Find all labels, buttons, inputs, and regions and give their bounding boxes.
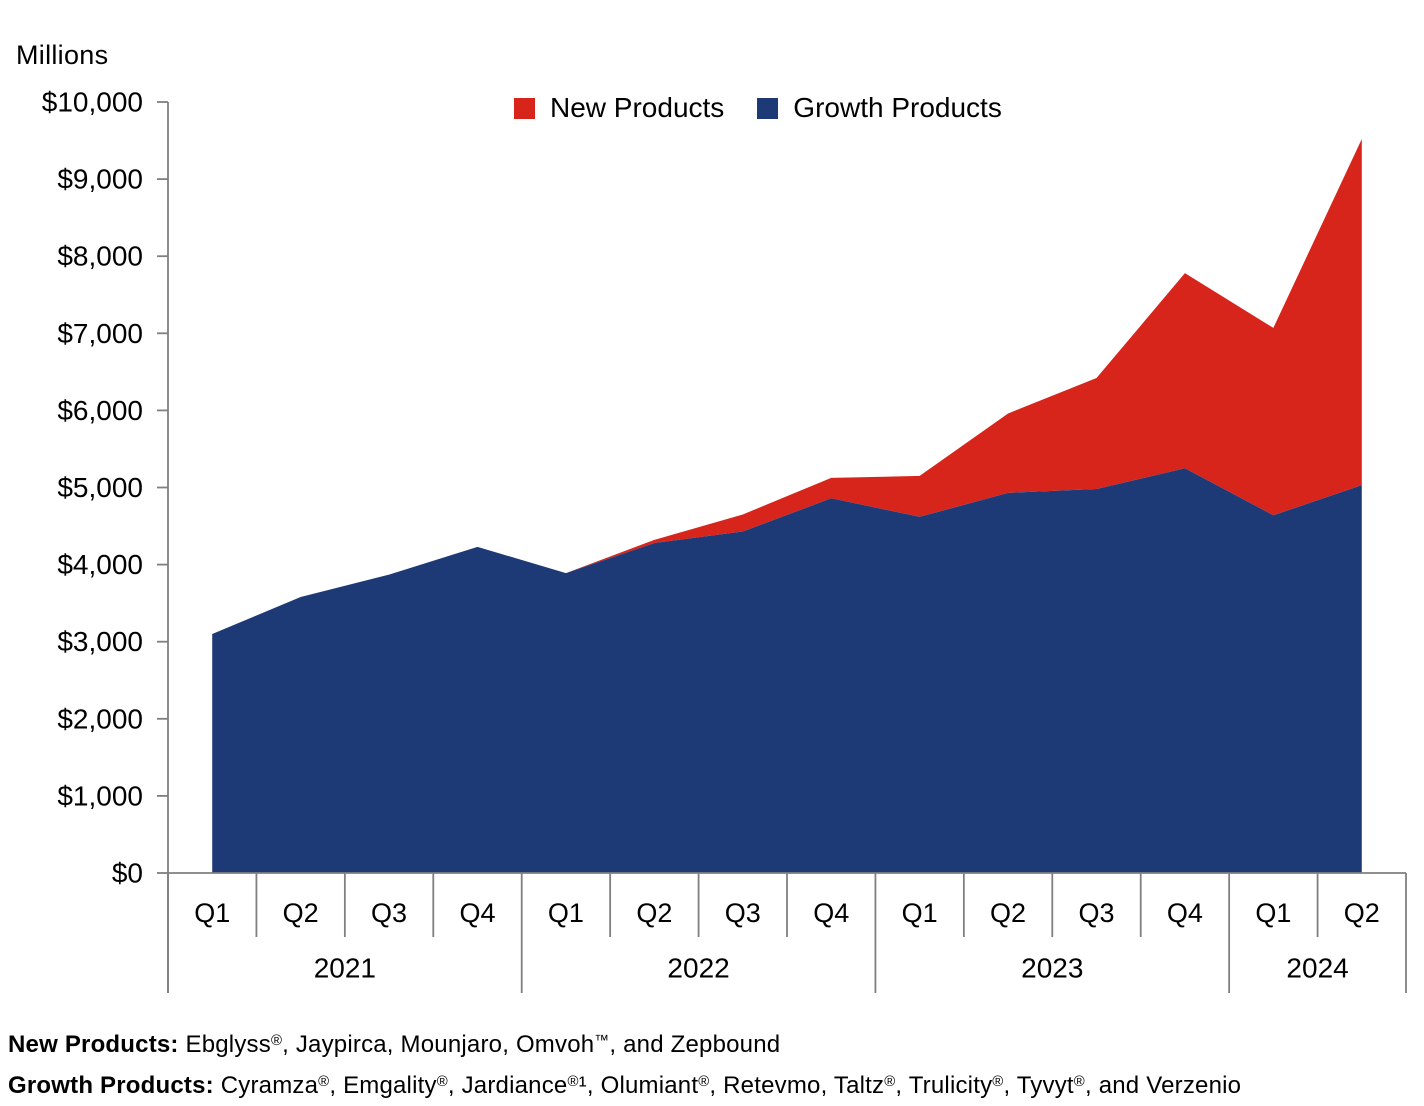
y-tick-label: $0 [112, 858, 143, 889]
new-products-area [212, 139, 1362, 634]
quarter-label: Q3 [1078, 898, 1114, 928]
quarter-label: Q4 [1167, 898, 1203, 928]
quarter-label: Q2 [636, 898, 672, 928]
footnote-new-products-label: New Products: [8, 1031, 179, 1058]
legend-swatch-growth-products-icon [757, 97, 779, 119]
y-tick-label: $8,000 [57, 241, 143, 272]
y-tick-label: $4,000 [57, 549, 143, 580]
quarter-label: Q1 [194, 898, 230, 928]
legend-swatch-new-products-icon [514, 97, 535, 119]
y-tick-label: $3,000 [57, 626, 143, 657]
legend-item-growth-products: Growth Products [757, 92, 1002, 124]
footnote-growth-products: Growth Products: Cyramza®, Emgality®, Ja… [8, 1067, 1241, 1106]
quarter-label: Q2 [1344, 898, 1380, 928]
year-label: 2022 [667, 953, 729, 984]
quarter-label: Q1 [902, 898, 938, 928]
y-tick-label: $7,000 [57, 318, 143, 349]
footnote-growth-products-text: Cyramza®, Emgality®, Jardiance®¹, Olumia… [213, 1072, 1242, 1099]
quarter-label: Q3 [725, 898, 761, 928]
y-tick-label: $6,000 [57, 395, 143, 426]
y-tick-label: $9,000 [57, 164, 143, 195]
legend: New Products Growth Products [514, 92, 1002, 124]
quarter-label: Q1 [548, 898, 584, 928]
footnotes: New Products: Ebglyss®, Jaypirca, Mounja… [8, 1026, 1241, 1106]
growth-products-area [212, 468, 1362, 873]
year-label: 2023 [1021, 953, 1083, 984]
quarter-label: Q4 [459, 898, 495, 928]
y-tick-label: $1,000 [57, 780, 143, 811]
revenue-area-chart: $0 $1,000 $2,000 $3,000 $4,000 $5,000 $6,000 $7… [42, 87, 1407, 993]
y-tick-label: $2,000 [57, 703, 143, 734]
year-label: 2021 [314, 953, 376, 984]
quarter-label: Q4 [813, 898, 849, 928]
y-axis-unit-label: Millions [16, 40, 109, 70]
legend-label-growth-products: Growth Products [793, 92, 1002, 123]
footnote-growth-products-label: Growth Products: [8, 1072, 214, 1099]
quarter-label: Q1 [1255, 898, 1291, 928]
y-tick-label: $10,000 [42, 87, 143, 118]
quarter-label: Q2 [990, 898, 1026, 928]
footnote-new-products-text: Ebglyss®, Jaypirca, Mounjaro, Omvoh™, an… [178, 1031, 781, 1058]
legend-label-new-products: New Products [550, 92, 725, 123]
y-tick-label: $5,000 [57, 472, 143, 503]
footnote-new-products: New Products: Ebglyss®, Jaypirca, Mounja… [8, 1026, 1241, 1067]
quarter-label: Q3 [371, 898, 407, 928]
quarter-label: Q2 [283, 898, 319, 928]
legend-item-new-products: New Products [514, 92, 724, 124]
year-label: 2024 [1286, 953, 1348, 984]
